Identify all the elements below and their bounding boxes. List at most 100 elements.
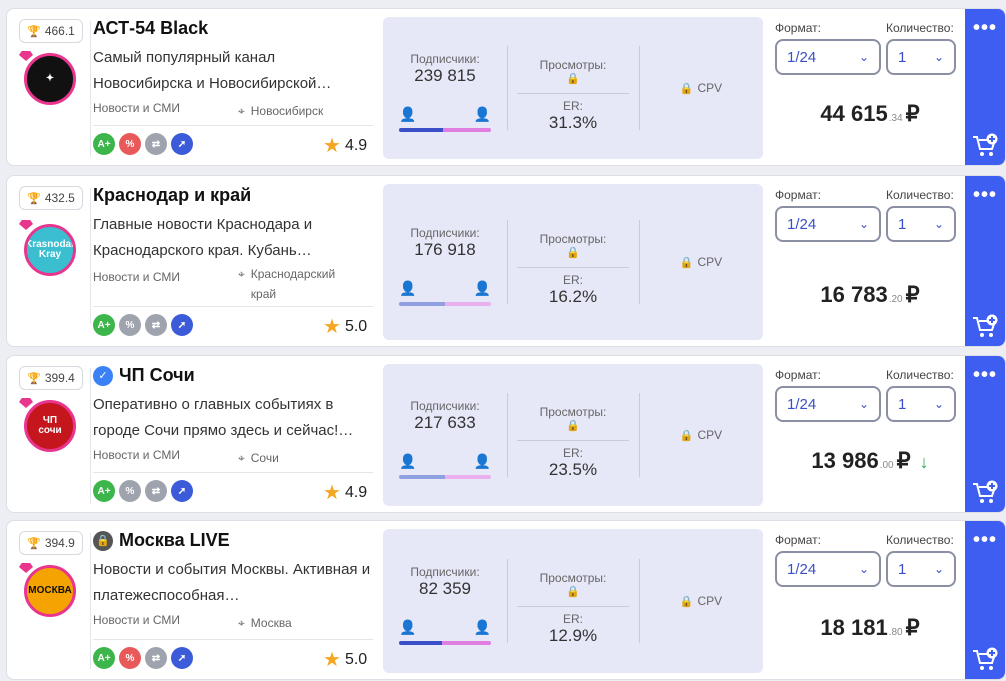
- channel-card[interactable]: 🏆 432.5 Krasnodar Kray Краснодар и край …: [6, 175, 1006, 347]
- channel-rating: 4.9: [344, 483, 368, 501]
- gender-bar-female: [443, 128, 491, 132]
- more-options-icon[interactable]: •••: [972, 17, 997, 39]
- channel-category: Новости и СМИ: [93, 613, 180, 627]
- chevron-down-icon: ⌄: [858, 217, 869, 231]
- subscribers-label: Подписчики:: [410, 565, 480, 579]
- channel-card[interactable]: 🏆 399.4 ЧП сочи ✓ ЧП Сочи Оперативно о г…: [6, 355, 1006, 513]
- add-to-cart-icon[interactable]: [971, 480, 999, 506]
- format-select[interactable]: 1/24 ⌄: [775, 206, 881, 242]
- location-pin-icon: ⌖: [238, 451, 245, 465]
- channel-title[interactable]: ЧП Сочи: [119, 365, 195, 385]
- exchange-badge-icon: ⇄: [145, 647, 167, 669]
- views-lock-icon: 🔒: [566, 73, 580, 85]
- price-main: 18 181: [820, 615, 888, 640]
- cpv-label: CPV: [697, 594, 723, 608]
- price-cents: .34: [888, 113, 903, 124]
- channel-avatar[interactable]: ЧП сочи: [24, 400, 76, 452]
- gender-bar: [399, 475, 491, 479]
- currency: ₽: [905, 615, 920, 640]
- quantity-label: Количество:: [886, 188, 954, 202]
- quantity-select[interactable]: 1 ⌄: [886, 39, 956, 75]
- female-icon: 👤: [473, 280, 491, 296]
- gender-icons: 👤 👤: [399, 280, 491, 300]
- channel-rating: 5.0: [344, 317, 368, 335]
- order-panel: Формат: Количество: 1/24 ⌄ 1 ⌄ 16 783 .2…: [775, 176, 965, 346]
- gender-bar-female: [442, 641, 491, 645]
- channel-card[interactable]: 🏆 466.1 ✦ АСТ-54 Black Самый популярный …: [6, 8, 1006, 166]
- cpv-locked: 🔒 CPV: [639, 17, 763, 159]
- er-label: ER:: [562, 446, 583, 460]
- rank-value: 399.4: [44, 371, 75, 385]
- channel-rating: 5.0: [344, 650, 368, 668]
- more-options-icon[interactable]: •••: [972, 364, 997, 386]
- diamond-icon: [19, 563, 33, 573]
- quantity-select[interactable]: 1 ⌄: [886, 551, 956, 587]
- trophy-icon: 🏆: [27, 192, 41, 205]
- channel-stats: Подписчики: 176 918 👤 👤 Просмотры: 🔒 ER:…: [383, 184, 763, 340]
- cpv-locked: 🔒 CPV: [639, 364, 763, 506]
- subscribers-label: Подписчики:: [410, 52, 480, 66]
- gender-bar-male: [399, 128, 444, 132]
- er-label: ER:: [562, 612, 583, 626]
- more-options-icon[interactable]: •••: [972, 529, 997, 551]
- format-select[interactable]: 1/24 ⌄: [775, 551, 881, 587]
- rank-value: 466.1: [44, 24, 75, 38]
- gender-bar: [399, 302, 491, 306]
- lock-icon: 🔒: [93, 530, 113, 551]
- gender-bar: [399, 641, 491, 645]
- trophy-icon: 🏆: [27, 25, 41, 38]
- card-actions: •••: [965, 9, 1005, 165]
- chevron-down-icon: ⌄: [933, 217, 944, 231]
- card-actions: •••: [965, 176, 1005, 346]
- channel-description: Главные новости Краснодара и Краснодарск…: [93, 216, 313, 259]
- rank-value: 394.9: [44, 536, 75, 550]
- format-value: 1/24: [787, 48, 817, 66]
- format-select[interactable]: 1/24 ⌄: [775, 386, 881, 422]
- diamond-icon: [19, 220, 33, 230]
- er-value: 23.5%: [548, 460, 598, 479]
- views-label: Просмотры:: [539, 571, 607, 585]
- channel-title[interactable]: Краснодар и край: [93, 185, 252, 205]
- cpv-label: CPV: [697, 81, 723, 95]
- views-label: Просмотры:: [539, 232, 607, 246]
- channel-title[interactable]: АСТ-54 Black: [93, 18, 209, 38]
- cpv-lock-icon: 🔒: [679, 82, 694, 95]
- format-select[interactable]: 1/24 ⌄: [775, 39, 881, 75]
- price-main: 13 986: [811, 448, 879, 473]
- exchange-badge-icon: ⇄: [145, 480, 167, 502]
- price: 16 783 .20 ₽: [775, 282, 965, 308]
- boost-badge-icon: ➚: [171, 480, 193, 502]
- order-panel: Формат: Количество: 1/24 ⌄ 1 ⌄ 44 615 .3…: [775, 9, 965, 165]
- male-icon: 👤: [399, 619, 417, 635]
- rank-badge: 🏆 399.4: [19, 366, 83, 390]
- subscribers-value: 82 359: [419, 579, 471, 598]
- channel-avatar[interactable]: ✦: [24, 53, 76, 105]
- card-actions: •••: [965, 521, 1005, 679]
- views-lock-icon: 🔒: [566, 247, 580, 259]
- cpv-lock-icon: 🔒: [679, 429, 694, 442]
- quantity-select[interactable]: 1 ⌄: [886, 206, 956, 242]
- chevron-down-icon: ⌄: [933, 50, 944, 64]
- more-options-icon[interactable]: •••: [972, 184, 997, 206]
- trophy-icon: 🏆: [27, 372, 41, 385]
- chevron-down-icon: ⌄: [933, 562, 944, 576]
- add-to-cart-icon[interactable]: [971, 133, 999, 159]
- channel-stats: Подписчики: 82 359 👤 👤 Просмотры: 🔒 ER: …: [383, 529, 763, 673]
- add-to-cart-icon[interactable]: [971, 314, 999, 340]
- quantity-label: Количество:: [886, 368, 954, 382]
- currency: ₽: [905, 282, 920, 307]
- male-icon: 👤: [399, 453, 417, 469]
- star-icon: ★: [323, 482, 341, 504]
- price-cents: .00: [879, 460, 894, 471]
- channel-card[interactable]: 🏆 394.9 МОСКВА 🔒 Москва LIVE Новости и с…: [6, 520, 1006, 680]
- channel-avatar[interactable]: Krasnodar Kray: [24, 224, 76, 276]
- trophy-icon: 🏆: [27, 537, 41, 550]
- add-to-cart-icon[interactable]: [971, 647, 999, 673]
- chevron-down-icon: ⌄: [858, 397, 869, 411]
- format-label: Формат:: [775, 188, 821, 202]
- views-lock-icon: 🔒: [566, 586, 580, 598]
- channel-avatar[interactable]: МОСКВА: [24, 565, 76, 617]
- channel-title[interactable]: Москва LIVE: [119, 530, 230, 550]
- rank-badge: 🏆 432.5: [19, 186, 83, 210]
- quantity-select[interactable]: 1 ⌄: [886, 386, 956, 422]
